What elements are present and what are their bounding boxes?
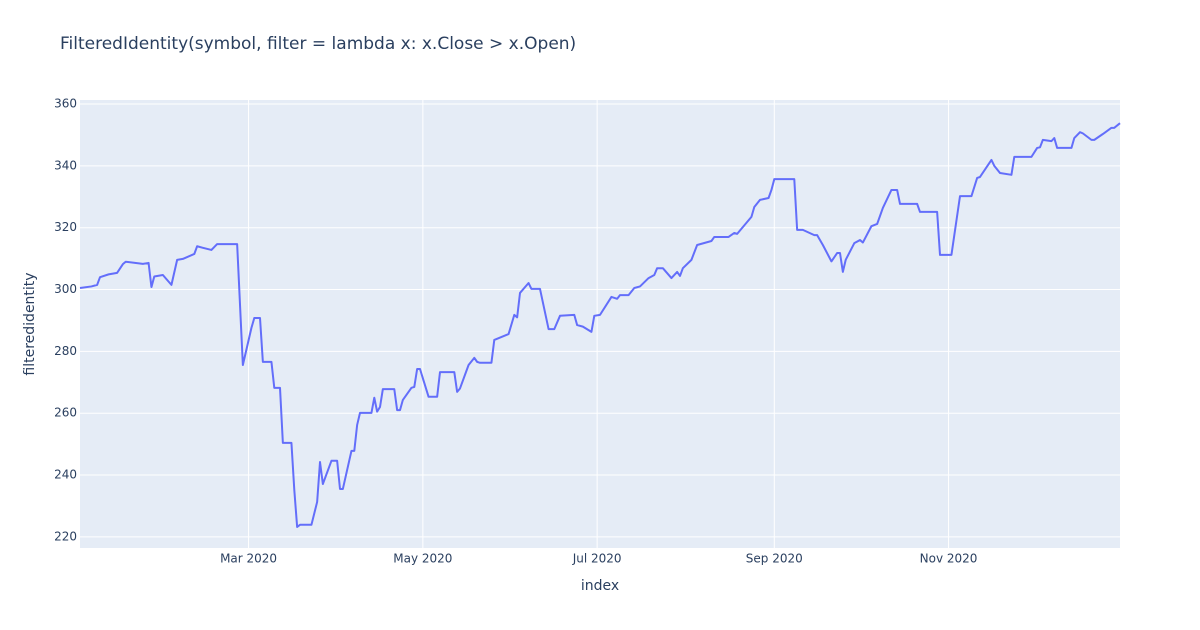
- y-axis-title: filteredidentity: [22, 272, 38, 375]
- y-tick-label: 280: [54, 344, 77, 358]
- x-axis-title: index: [581, 578, 619, 594]
- chart-title: FilteredIdentity(symbol, filter = lambda…: [60, 34, 576, 54]
- x-tick-label: Sep 2020: [746, 552, 803, 566]
- y-tick-label: 260: [54, 406, 77, 420]
- y-tick-label: 300: [54, 282, 77, 296]
- plot-area: [80, 100, 1120, 548]
- y-tick-label: 220: [54, 529, 77, 543]
- y-tick-label: 240: [54, 468, 77, 482]
- x-tick-label: Mar 2020: [220, 552, 277, 566]
- x-tick-label: May 2020: [393, 552, 452, 566]
- x-tick-label: Nov 2020: [920, 552, 978, 566]
- y-tick-label: 360: [54, 97, 77, 111]
- line-series: [79, 122, 1121, 528]
- y-tick-label: 320: [54, 220, 77, 234]
- x-tick-label: Jul 2020: [572, 552, 622, 566]
- y-tick-label: 340: [54, 158, 77, 172]
